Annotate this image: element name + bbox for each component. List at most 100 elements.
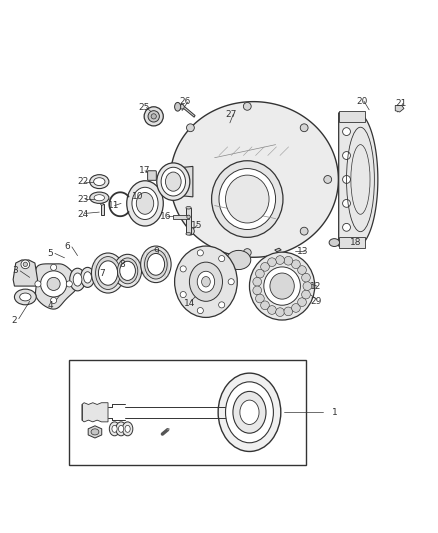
Circle shape [343,175,350,183]
Circle shape [66,281,72,287]
Circle shape [343,223,350,231]
Ellipse shape [114,254,141,287]
Ellipse shape [226,251,251,270]
Text: 14: 14 [184,299,195,308]
Ellipse shape [292,304,300,312]
Polygon shape [88,426,102,438]
Ellipse shape [298,265,306,274]
Ellipse shape [90,192,109,204]
Ellipse shape [94,195,105,201]
Ellipse shape [175,246,237,318]
Circle shape [187,227,194,235]
Text: 13: 13 [297,247,309,256]
Circle shape [300,227,308,235]
Ellipse shape [253,286,261,295]
Circle shape [35,281,41,287]
Circle shape [23,262,28,266]
Ellipse shape [264,267,300,305]
Circle shape [180,266,186,272]
Ellipse shape [110,422,120,436]
Ellipse shape [240,400,259,424]
Circle shape [343,128,350,135]
Circle shape [197,250,203,256]
Ellipse shape [95,256,120,289]
Ellipse shape [127,181,163,226]
Ellipse shape [302,290,311,299]
Text: 2: 2 [11,317,17,326]
Ellipse shape [125,425,130,432]
Ellipse shape [187,215,190,219]
Ellipse shape [186,232,191,235]
Ellipse shape [218,373,281,451]
Polygon shape [170,102,339,257]
Bar [173,215,188,219]
Text: 20: 20 [356,96,367,106]
Ellipse shape [175,102,181,111]
Text: 16: 16 [160,212,172,221]
Ellipse shape [20,293,31,301]
Circle shape [219,255,225,262]
Ellipse shape [94,177,105,185]
Polygon shape [169,166,193,197]
Ellipse shape [101,204,104,205]
Ellipse shape [201,277,210,287]
Ellipse shape [84,272,92,283]
Ellipse shape [118,425,124,432]
Ellipse shape [276,256,284,264]
Ellipse shape [197,271,215,292]
Ellipse shape [151,114,156,119]
Bar [339,237,365,248]
Ellipse shape [261,301,269,310]
Ellipse shape [122,422,133,436]
Ellipse shape [292,260,300,269]
Text: 4: 4 [47,301,53,310]
Text: 12: 12 [311,281,322,290]
Ellipse shape [219,168,276,230]
Polygon shape [339,113,378,246]
Text: 9: 9 [154,247,159,256]
Text: 26: 26 [180,96,191,106]
Polygon shape [35,264,78,309]
Text: 8: 8 [119,260,125,269]
FancyBboxPatch shape [148,171,156,180]
Text: 27: 27 [226,110,237,119]
Ellipse shape [145,249,167,279]
Bar [101,204,104,215]
Ellipse shape [255,269,264,278]
Bar [186,208,191,234]
Ellipse shape [47,277,60,290]
Text: 11: 11 [108,201,120,210]
Bar [339,111,365,122]
Circle shape [244,102,251,110]
Polygon shape [82,403,108,422]
Ellipse shape [70,268,85,291]
Ellipse shape [270,273,294,299]
Ellipse shape [147,254,165,275]
Ellipse shape [91,429,99,435]
Polygon shape [13,260,38,286]
Ellipse shape [120,261,135,280]
Ellipse shape [284,307,293,316]
Text: 24: 24 [78,210,89,219]
Ellipse shape [136,192,154,214]
Ellipse shape [268,258,276,266]
Text: 10: 10 [132,192,144,201]
Ellipse shape [144,107,163,126]
Text: 18: 18 [350,238,361,247]
Circle shape [180,292,186,297]
Ellipse shape [117,258,138,284]
Text: 17: 17 [138,166,150,175]
Ellipse shape [81,268,95,287]
Polygon shape [178,104,195,117]
Circle shape [244,249,251,256]
Ellipse shape [329,239,339,246]
Ellipse shape [303,282,312,290]
Ellipse shape [41,271,67,297]
Ellipse shape [132,187,158,220]
Ellipse shape [268,305,276,314]
Circle shape [21,260,30,269]
Ellipse shape [161,167,185,196]
Ellipse shape [276,308,284,317]
Ellipse shape [148,111,159,122]
Text: 15: 15 [191,221,202,230]
